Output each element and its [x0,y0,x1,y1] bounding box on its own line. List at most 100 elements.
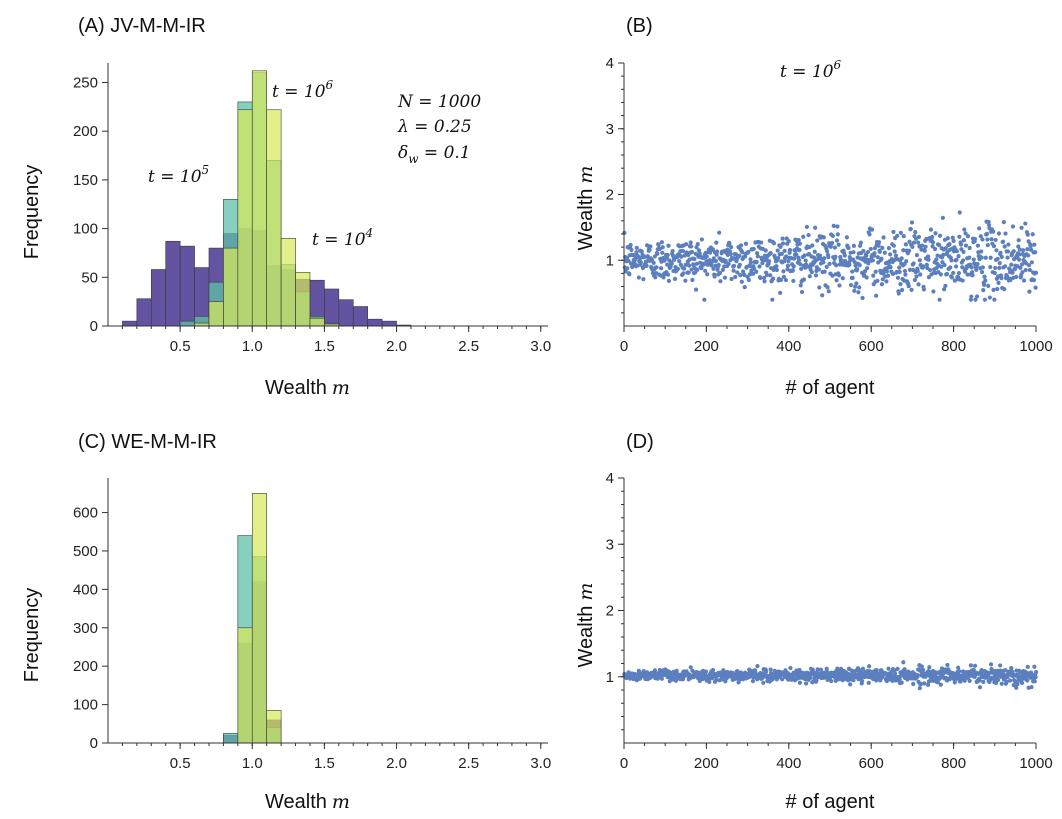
scatter-point [798,283,803,288]
scatter-point [742,272,747,278]
scatter-point [1023,221,1028,226]
scatter-point [871,273,876,278]
scatter-point [993,237,998,243]
scatter-point [921,264,926,269]
scatter-point [954,249,959,254]
scatter-point [785,263,791,268]
scatter-point [1007,678,1013,683]
scatter-point [672,276,678,281]
scatter-point [992,270,997,276]
scatter-point [1025,247,1030,252]
scatter-point [988,255,993,260]
panel-a-annotations: t = 106 t = 105 t = 104 N = 1000 λ = 0.25 δw … [148,78,481,250]
scatter-point [1003,231,1008,236]
x-tick-label: 1.0 [242,338,263,355]
scatter-point [815,238,820,243]
scatter-point [975,261,980,267]
scatter-point [830,273,835,278]
scatter-point [799,266,804,272]
x-tick-label: 3.0 [530,755,551,772]
scatter-point [891,243,896,248]
scatter-point [807,274,812,279]
hist-bar [381,320,397,327]
scatter-point [689,267,694,272]
scatter-point [940,215,945,220]
hist-bar [367,318,383,327]
panel-a-xlabel: Wealth m [265,377,350,399]
x-tick-label: 800 [941,338,966,355]
scatter-point [910,244,915,250]
scatter-point [945,236,950,241]
scatter-point [1014,274,1019,279]
scatter-point [886,246,892,251]
x-tick-label: 1.0 [242,755,263,772]
hist-bar [324,288,340,327]
scatter-point [658,266,664,271]
scatter-point [665,262,670,267]
scatter-point [909,287,914,292]
scatter-point [1017,252,1022,257]
scatter-point [702,297,707,302]
x-tick-label: 2.0 [386,755,407,772]
scatter-point [907,248,912,253]
scatter-point [743,241,749,246]
scatter-point [858,240,864,245]
scatter-point [970,273,975,278]
scatter-point [1023,267,1028,273]
scatter-point [710,667,716,673]
scatter-point [963,243,969,248]
scatter-point [670,249,675,254]
x-tick-label: 3.0 [530,338,551,355]
hist-bar [280,238,296,327]
scatter-point [897,269,902,275]
panel-b-axes: 0 200 400 600 800 1000 1 2 3 4 [606,55,1053,355]
panel-b-annotations: t = 106 [780,58,842,82]
scatter-point [915,268,920,274]
scatter-point [921,667,926,672]
scatter-point [923,244,928,249]
scatter-point [754,269,759,274]
scatter-point [837,283,842,288]
scatter-point [813,225,818,230]
scatter-point [683,278,688,283]
scatter-point [733,274,738,280]
scatter-point [746,249,751,254]
x-tick-label: 0 [620,338,628,355]
x-tick-label: 400 [776,755,801,772]
scatter-point [998,250,1003,255]
scatter-point [836,273,842,278]
x-tick-label: 200 [694,755,719,772]
scatter-point [880,277,885,282]
scatter-point [991,287,996,292]
scatter-point [1033,670,1039,675]
scatter-point [967,255,972,260]
scatter-point [1033,250,1038,255]
scatter-point [714,240,719,245]
scatter-point [695,267,700,272]
scatter-point [768,667,773,672]
scatter-point [981,288,986,293]
scatter-point [797,247,802,253]
scatter-point [644,263,649,268]
scatter-point [651,260,656,266]
scatter-point [985,237,990,242]
scatter-point [999,681,1004,686]
scatter-point [709,263,714,268]
scatter-point [794,252,799,257]
y-tick-label: 0 [90,318,98,335]
scatter-point [764,669,769,674]
scatter-point [943,283,948,289]
x-tick-label: 0.5 [170,338,191,355]
scatter-point [1029,260,1034,265]
scatter-point [1026,253,1031,258]
scatter-point [771,241,777,246]
x-tick-label: 1000 [1019,755,1052,772]
scatter-point [695,242,700,247]
scatter-point [825,285,830,290]
scatter-point [634,250,639,255]
scatter-point [995,256,1000,261]
panel-a-histogram: (A) JV-M-M-IR 0.5 1.0 1.5 2.0 2.5 3.0 0 50 100 15… [21,15,551,399]
panel-d-xlabel: # of agent [786,791,875,813]
scatter-point [717,230,722,235]
